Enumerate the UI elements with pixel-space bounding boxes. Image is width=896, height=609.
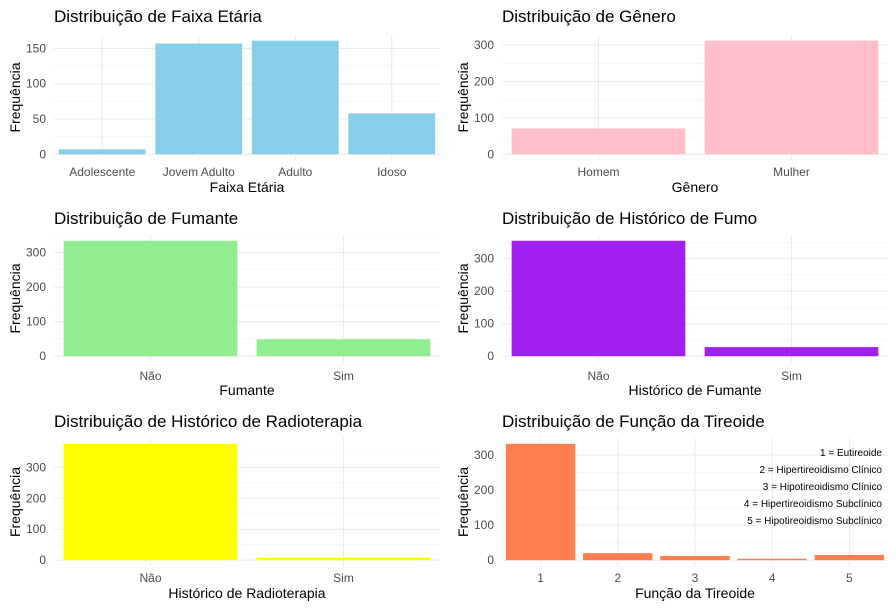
chart-title: Distribuição de Fumante <box>54 209 238 228</box>
annotation-label: 1 = Eutireoide <box>820 448 882 459</box>
y-tick-label: 200 <box>26 491 46 505</box>
x-tick-label: Adolescente <box>69 165 135 179</box>
bar <box>737 558 807 561</box>
y-axis-title: Frequência <box>455 62 471 132</box>
x-axis-title: Faixa Etária <box>210 179 285 195</box>
chart-panel: 0 100 200 300 Não Sim Distribuição de Históric… <box>455 209 888 398</box>
chart-panel: 0 100 200 300 Não Sim Distribuição de Históric… <box>7 412 440 601</box>
y-tick-label: 300 <box>474 38 494 52</box>
x-tick-label: 3 <box>692 571 699 585</box>
y-axis-title: Frequência <box>455 467 471 537</box>
chart-title: Distribuição de Faixa Etária <box>54 7 262 26</box>
y-tick-label: 100 <box>474 111 494 125</box>
x-tick-label: 5 <box>846 571 853 585</box>
chart-title: Distribuição de Gênero <box>502 7 676 26</box>
y-tick-label: 200 <box>474 74 494 88</box>
y-axis-title: Frequência <box>7 62 23 132</box>
annotation-label: 3 = Hipotireoidismo Clínico <box>763 482 883 493</box>
bar <box>704 40 879 155</box>
x-axis-title: Função da Tireoide <box>635 585 755 601</box>
bar <box>511 128 686 155</box>
bar <box>583 553 653 561</box>
y-tick-label: 0 <box>487 553 494 567</box>
bar <box>660 555 730 561</box>
chart-panel: 0 50 100 150 Adolescente Jovem Adulto Adulto Id… <box>7 7 440 195</box>
y-axis-title: Frequência <box>7 263 23 333</box>
bar <box>63 240 238 357</box>
annotation-label: 4 = Hipertireoidismo Subclínico <box>744 499 883 510</box>
chart-panel: 0 100 200 300 Não Sim Distribuição de Fumante F… <box>7 209 440 398</box>
y-tick-label: 200 <box>474 284 494 298</box>
y-tick-label: 200 <box>474 483 494 497</box>
y-tick-label: 100 <box>26 522 46 536</box>
x-tick-label: 2 <box>614 571 621 585</box>
chart-title: Distribuição de Histórico de Fumo <box>502 209 757 228</box>
annotation-label: 2 = Hipertireoidismo Clínico <box>759 465 882 476</box>
chart-title: Distribuição de Função da Tireoide <box>502 412 765 431</box>
y-tick-label: 0 <box>487 147 494 161</box>
x-tick-label: Não <box>139 369 161 383</box>
y-tick-label: 300 <box>26 460 46 474</box>
y-tick-label: 300 <box>474 252 494 266</box>
x-tick-label: Não <box>139 571 161 585</box>
annotation-label: 5 = Hipotireoidismo Subclínico <box>747 516 882 527</box>
bar <box>511 240 686 357</box>
bar <box>704 347 879 357</box>
x-axis-title: Fumante <box>219 382 274 398</box>
x-axis-title: Histórico de Fumante <box>628 382 761 398</box>
bar <box>505 443 576 561</box>
y-axis-title: Frequência <box>7 467 23 537</box>
chart-panel: 0 100 200 300 1 2 3 4 5 Distribuição de Função da… <box>455 412 888 601</box>
x-axis-title: Histórico de Radioterapia <box>168 585 325 601</box>
x-tick-label: Sim <box>333 369 354 383</box>
x-tick-label: Mulher <box>773 165 810 179</box>
y-tick-label: 0 <box>487 349 494 363</box>
x-tick-label: 4 <box>769 571 776 585</box>
x-tick-label: Não <box>587 369 609 383</box>
bar <box>251 40 339 155</box>
y-tick-label: 150 <box>26 41 46 55</box>
x-tick-label: Adulto <box>278 165 312 179</box>
y-tick-label: 100 <box>474 317 494 331</box>
bar <box>348 113 436 155</box>
y-tick-label: 0 <box>39 349 46 363</box>
bar <box>256 339 431 357</box>
chart-title: Distribuição de Histórico de Radioterapi… <box>54 412 363 431</box>
bar <box>814 554 885 561</box>
y-tick-label: 0 <box>39 147 46 161</box>
x-tick-label: 1 <box>537 571 544 585</box>
x-tick-label: Sim <box>333 571 354 585</box>
x-tick-label: Sim <box>781 369 802 383</box>
y-tick-label: 50 <box>33 112 47 126</box>
chart-panel: 0 100 200 300 Homem Mulher Distribuição de Gên… <box>455 7 888 195</box>
bar <box>58 149 146 155</box>
x-axis-title: Gênero <box>672 179 719 195</box>
x-tick-label: Homem <box>577 165 619 179</box>
y-tick-label: 0 <box>39 553 46 567</box>
bar <box>63 443 238 561</box>
y-tick-label: 100 <box>474 518 494 532</box>
y-tick-label: 300 <box>26 246 46 260</box>
bar <box>155 43 243 155</box>
y-tick-label: 200 <box>26 280 46 294</box>
x-tick-label: Jovem Adulto <box>163 165 235 179</box>
y-tick-label: 300 <box>474 448 494 462</box>
y-axis-title: Frequência <box>455 263 471 333</box>
bar <box>256 558 431 561</box>
x-tick-label: Idoso <box>377 165 407 179</box>
y-tick-label: 100 <box>26 315 46 329</box>
y-tick-label: 100 <box>26 77 46 91</box>
